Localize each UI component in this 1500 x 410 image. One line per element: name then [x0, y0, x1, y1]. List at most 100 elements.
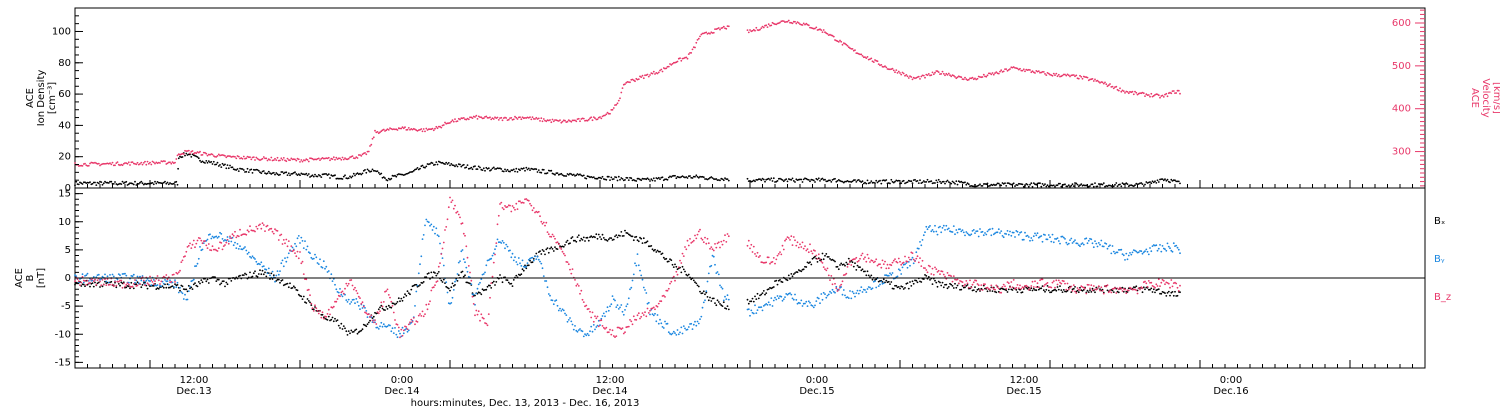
bz-point [642, 314, 645, 316]
bz-point [396, 323, 399, 326]
bz-point [374, 319, 376, 321]
velocity-point [289, 159, 291, 162]
by-point [559, 307, 561, 310]
density-point [236, 168, 239, 170]
bz-point [170, 281, 173, 283]
density-point [515, 167, 518, 170]
by-point [430, 223, 433, 226]
bz-point [810, 250, 813, 253]
by-point [109, 274, 111, 276]
by-point [560, 310, 563, 312]
bx-point [1087, 291, 1090, 293]
density-point [626, 177, 629, 179]
bz-point [780, 253, 783, 256]
velocity-point [759, 28, 761, 31]
velocity-point [301, 160, 304, 163]
density-point [299, 174, 301, 177]
density-point [799, 178, 801, 181]
bx-point [267, 272, 270, 274]
by-point [296, 237, 299, 240]
legend-bz: B_z [1434, 292, 1451, 303]
by-point [646, 302, 649, 305]
by-point [244, 246, 246, 248]
by-point [494, 248, 496, 251]
density-point [425, 165, 428, 168]
by-point [579, 328, 581, 330]
bx-point [642, 237, 645, 240]
by-point [354, 302, 356, 305]
density-point [897, 179, 900, 182]
bx-point [746, 298, 749, 301]
velocity-point [329, 159, 331, 162]
by-point [540, 262, 543, 265]
bz-point [1041, 278, 1044, 281]
density-point [997, 182, 1000, 185]
density-point [347, 177, 350, 180]
bx-point [522, 269, 525, 272]
bz-point [619, 327, 621, 330]
xtick-time-1: 12:00 [180, 375, 209, 386]
velocity-point [1031, 70, 1034, 73]
bx-point [244, 272, 246, 275]
by-point [216, 237, 219, 239]
by-point [431, 229, 434, 231]
velocity-point [286, 157, 289, 160]
bz-point [952, 275, 955, 277]
bz-point [616, 326, 619, 329]
bz-point [886, 263, 889, 266]
bz-point [136, 284, 139, 287]
by-point [1149, 247, 1151, 249]
bx-point [485, 288, 488, 291]
density-point [977, 184, 980, 187]
bz-point [787, 237, 790, 239]
bx-point [96, 282, 99, 285]
bz-point [749, 247, 751, 250]
bz-point [765, 261, 768, 264]
velocity-point [686, 57, 689, 60]
bz-point [641, 312, 644, 314]
bz-point [939, 273, 941, 275]
velocity-point [295, 159, 298, 162]
bx-point [185, 288, 188, 291]
bz-point [790, 235, 793, 238]
bx-point [889, 283, 891, 285]
by-point [709, 265, 711, 268]
bx-point [954, 282, 956, 285]
velocity-point [600, 117, 603, 120]
velocity-point [319, 159, 321, 162]
by-point [670, 333, 673, 336]
bz-point [1154, 286, 1156, 289]
bx-point [414, 283, 416, 286]
bz-point [1097, 285, 1100, 288]
density-point [1056, 184, 1059, 187]
bx-point [366, 323, 369, 326]
velocity-point [235, 157, 238, 160]
velocity-point [1065, 74, 1068, 77]
velocity-point [755, 26, 758, 29]
bz-point [225, 241, 228, 244]
bx-point [671, 263, 674, 266]
bz-point [512, 206, 515, 209]
bz-point [670, 280, 673, 283]
density-point [491, 167, 494, 170]
by-point [112, 275, 115, 278]
velocity-point [224, 155, 226, 157]
by-point [909, 264, 911, 267]
bz-point [191, 243, 194, 246]
by-point [785, 293, 788, 295]
bz-point [501, 207, 504, 209]
by-point [814, 304, 816, 307]
density-point [492, 166, 495, 169]
density-point [576, 173, 579, 175]
density-point [104, 180, 106, 183]
velocity-point [300, 159, 303, 161]
density-point [137, 183, 140, 185]
velocity-ytick-label: 300 [1392, 147, 1411, 158]
velocity-point [406, 128, 409, 131]
velocity-point [359, 154, 361, 156]
bfield-ylabel-line2: B [25, 274, 36, 281]
bz-point [862, 258, 865, 260]
velocity-point [974, 77, 976, 80]
legend-by: Bᵧ [1434, 254, 1445, 265]
density-point [490, 169, 493, 171]
